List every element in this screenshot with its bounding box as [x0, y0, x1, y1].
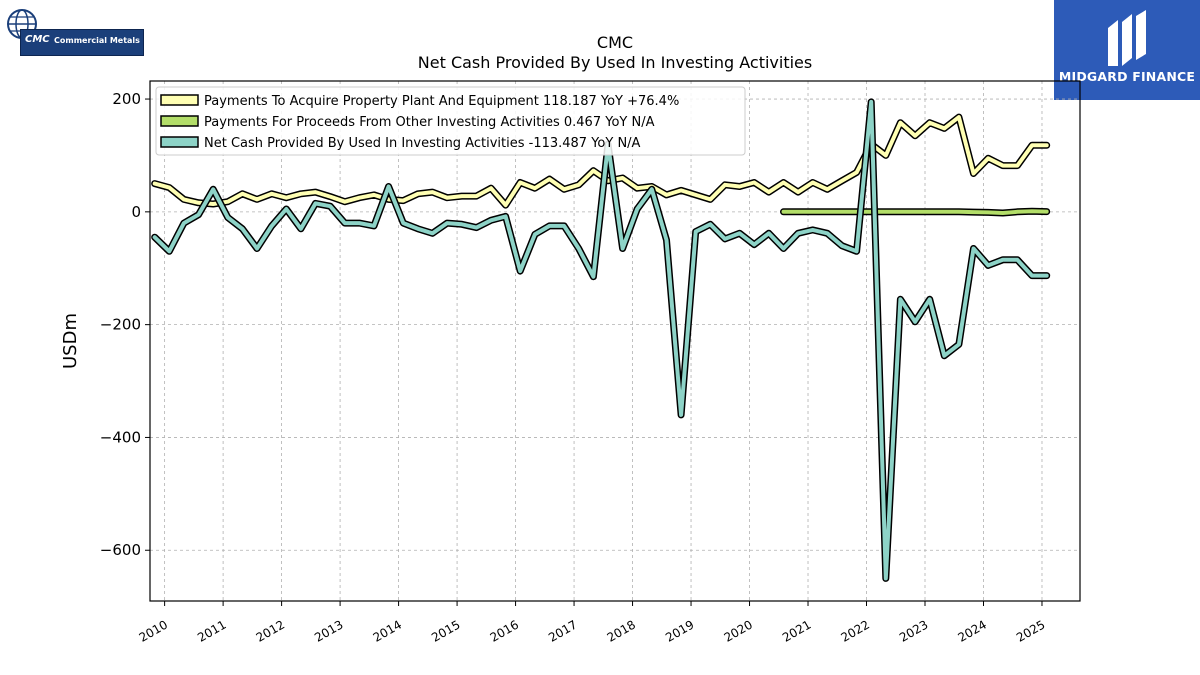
x-tick-label: 2020 — [722, 617, 755, 644]
series-line — [152, 115, 1049, 208]
y-tick-label: −600 — [100, 541, 141, 559]
x-tick-label: 2010 — [137, 617, 170, 644]
legend-label: Net Cash Provided By Used In Investing A… — [204, 136, 641, 151]
x-tick-label: 2021 — [780, 617, 813, 644]
x-tick-label: 2025 — [1014, 617, 1047, 644]
x-tick-label: 2014 — [371, 617, 404, 644]
series-3 — [151, 98, 1051, 582]
legend-box — [155, 86, 746, 156]
y-tick-label: 200 — [112, 90, 141, 108]
axis-ticks: 2010 2011 2012 2013 2014 2015 2016 2017 2018 2019… — [100, 90, 1048, 645]
y-tick-label: −400 — [100, 428, 141, 446]
legend-swatch — [160, 136, 199, 148]
series-2 — [780, 207, 1051, 217]
legend: Payments To Acquire Property Plant And E… — [155, 86, 746, 156]
chart-subtitle: Net Cash Provided By Used In Investing A… — [418, 53, 812, 72]
series-line — [152, 99, 1049, 581]
y-tick-label: −200 — [100, 316, 141, 334]
commercial-metals-logo-name: Commercial Metals — [54, 36, 140, 45]
midgard-finance-logo: MIDGARD FINANCE — [1054, 0, 1200, 100]
series-lines — [151, 98, 1051, 582]
legend-swatch — [160, 115, 199, 127]
midgard-mark-icon — [1108, 10, 1146, 66]
chart-title: CMC — [597, 33, 633, 52]
x-tick-label: 2015 — [429, 617, 462, 644]
x-tick-label: 2018 — [605, 617, 638, 644]
legend-label: Payments For Proceeds From Other Investi… — [204, 115, 655, 130]
x-tick-label: 2024 — [956, 617, 989, 644]
x-tick-label: 2017 — [546, 617, 579, 644]
x-tick-label: 2023 — [897, 617, 930, 644]
series-1 — [151, 113, 1051, 209]
commercial-metals-logo: CMC Commercial Metals — [4, 6, 144, 56]
x-tick-label: 2016 — [488, 617, 521, 644]
x-tick-label: 2012 — [254, 617, 287, 644]
legend-swatch — [160, 94, 199, 106]
y-tick-label: 0 — [131, 203, 141, 221]
commercial-metals-badge: CMC Commercial Metals — [20, 29, 144, 56]
x-tick-label: 2013 — [312, 617, 345, 644]
series-line — [781, 209, 1049, 215]
legend-label: Payments To Acquire Property Plant And E… — [204, 94, 679, 109]
plot-frame — [149, 80, 1081, 602]
midgard-finance-name: MIDGARD FINANCE — [1058, 69, 1196, 84]
x-tick-label: 2019 — [663, 617, 696, 644]
x-tick-label: 2011 — [195, 617, 228, 644]
x-tick-label: 2022 — [839, 617, 872, 644]
y-axis-label: USDm — [60, 313, 81, 369]
cmc-logo-label: CMC — [25, 34, 50, 45]
